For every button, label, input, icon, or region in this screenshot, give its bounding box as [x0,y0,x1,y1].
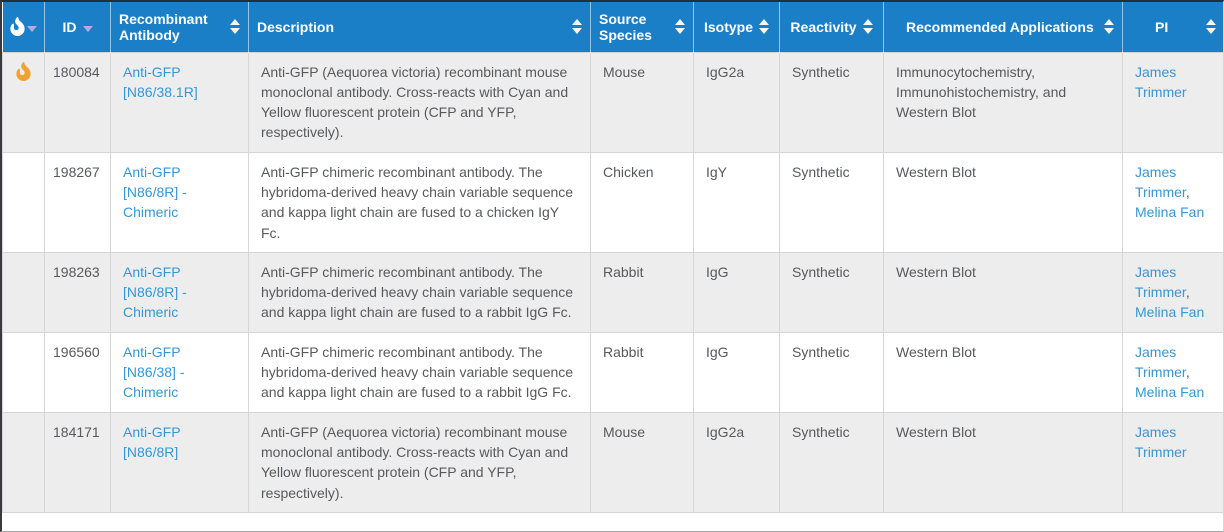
table-row: 198267 Anti-GFP [N86/8R] - Chimeric Anti… [2,151,1223,253]
isotype-cell: IgY [693,151,780,253]
antibody-link[interactable]: Anti-GFP [N86/38] - Chimeric [123,343,185,401]
source-species-cell: Chicken [590,151,694,253]
sort-desc-icon [26,25,37,32]
isotype-cell: IgG2a [693,51,780,153]
id-cell: 198267 [44,151,111,253]
description-cell: Anti-GFP (Aequorea victoria) recombinant… [248,51,591,153]
applications-cell: Western Blot [883,411,1123,513]
sort-icon [675,19,685,35]
table-row: 196560 Anti-GFP [N86/38] - Chimeric Anti… [2,331,1223,413]
hot-plasmid-cell [2,331,45,413]
column-header-id[interactable]: ID [44,2,111,52]
id-cell: 180084 [44,51,111,153]
column-header-source-species[interactable]: Source Species [590,2,694,52]
id-cell: 196560 [44,331,111,413]
sort-icon [759,19,769,35]
source-species-cell: Mouse [590,411,694,513]
pi-cell: James Trimmer, Melina Fan [1122,331,1223,413]
source-species-cell: Rabbit [590,331,694,413]
table-row: 180084 Anti-GFP [N86/38.1R] Anti-GFP (Ae… [2,51,1223,153]
hot-plasmid-cell [2,51,45,153]
sort-icon [572,19,582,35]
pi-cell: James Trimmer [1122,411,1223,513]
hot-plasmid-cell [2,151,45,253]
column-header-recommended-applications[interactable]: Recommended Applications [883,2,1123,52]
column-header-recombinant-antibody[interactable]: Recombinant Antibody [110,2,249,52]
reactivity-cell: Synthetic [779,411,884,513]
source-species-cell: Mouse [590,51,694,153]
reactivity-cell: Synthetic [779,51,884,153]
column-header-hot-plasmid[interactable] [2,2,45,52]
description-cell: Anti-GFP chimeric recombinant antibody. … [248,251,591,333]
pi-link[interactable]: Melina Fan [1135,384,1205,401]
isotype-cell: IgG [693,251,780,333]
antibody-cell: Anti-GFP [N86/38.1R] [110,51,249,153]
sort-icon [230,19,240,35]
antibody-cell: Anti-GFP [N86/8R] - Chimeric [110,251,249,333]
description-cell: Anti-GFP (Aequorea victoria) recombinant… [248,411,591,513]
pi-link[interactable]: Melina Fan [1135,204,1205,221]
isotype-cell: IgG [693,331,780,413]
pi-cell: James Trimmer, Melina Fan [1122,151,1223,253]
column-header-isotype[interactable]: Isotype [693,2,780,52]
sort-icon [1104,19,1114,35]
applications-cell: Western Blot [883,331,1123,413]
column-header-pi[interactable]: PI [1122,2,1223,52]
source-species-cell: Rabbit [590,251,694,333]
sort-icon [1205,19,1216,35]
applications-cell: Western Blot [883,251,1123,333]
isotype-cell: IgG2a [693,411,780,513]
column-header-description[interactable]: Description [248,2,591,52]
header-row: ID Recombinant Antibody Description [2,2,1223,52]
reactivity-cell: Synthetic [779,251,884,333]
sort-desc-icon [82,25,93,32]
reactivity-cell: Synthetic [779,151,884,253]
flame-icon [10,17,25,37]
antibody-link[interactable]: Anti-GFP [N86/8R] - Chimeric [123,163,187,221]
id-cell: 198263 [44,251,111,333]
pi-link[interactable]: James Trimmer [1135,423,1187,460]
pi-link[interactable]: Melina Fan [1135,304,1205,321]
antibody-link[interactable]: Anti-GFP [N86/38.1R] [123,63,198,100]
pi-link[interactable]: James Trimmer [1135,163,1186,200]
description-cell: Anti-GFP chimeric recombinant antibody. … [248,331,591,413]
hot-plasmid-cell [2,411,45,513]
sort-icon [862,19,873,35]
reactivity-cell: Synthetic [779,331,884,413]
pi-cell: James Trimmer [1122,51,1223,153]
applications-cell: Western Blot [883,151,1123,253]
description-cell: Anti-GFP chimeric recombinant antibody. … [248,151,591,253]
antibody-cell: Anti-GFP [N86/38] - Chimeric [110,331,249,413]
pi-cell: James Trimmer, Melina Fan [1122,251,1223,333]
pi-link[interactable]: James Trimmer [1135,343,1186,381]
pi-link[interactable]: James Trimmer [1135,263,1186,301]
column-header-reactivity[interactable]: Reactivity [779,2,884,52]
antibody-link[interactable]: Anti-GFP [N86/8R] - Chimeric [123,263,187,321]
antibody-cell: Anti-GFP [N86/8R] [110,411,249,513]
id-cell: 184171 [44,411,111,513]
table-row: 198263 Anti-GFP [N86/8R] - Chimeric Anti… [2,251,1223,333]
hot-plasmid-cell [2,251,45,333]
table-row: 184171 Anti-GFP [N86/8R] Anti-GFP (Aequo… [2,411,1223,513]
pi-link[interactable]: James Trimmer [1135,63,1187,100]
antibody-cell: Anti-GFP [N86/8R] - Chimeric [110,151,249,253]
antibody-link[interactable]: Anti-GFP [N86/8R] [123,423,181,460]
flame-icon [16,61,31,81]
applications-cell: Immunocytochemistry, Immunohistochemistr… [883,51,1123,153]
